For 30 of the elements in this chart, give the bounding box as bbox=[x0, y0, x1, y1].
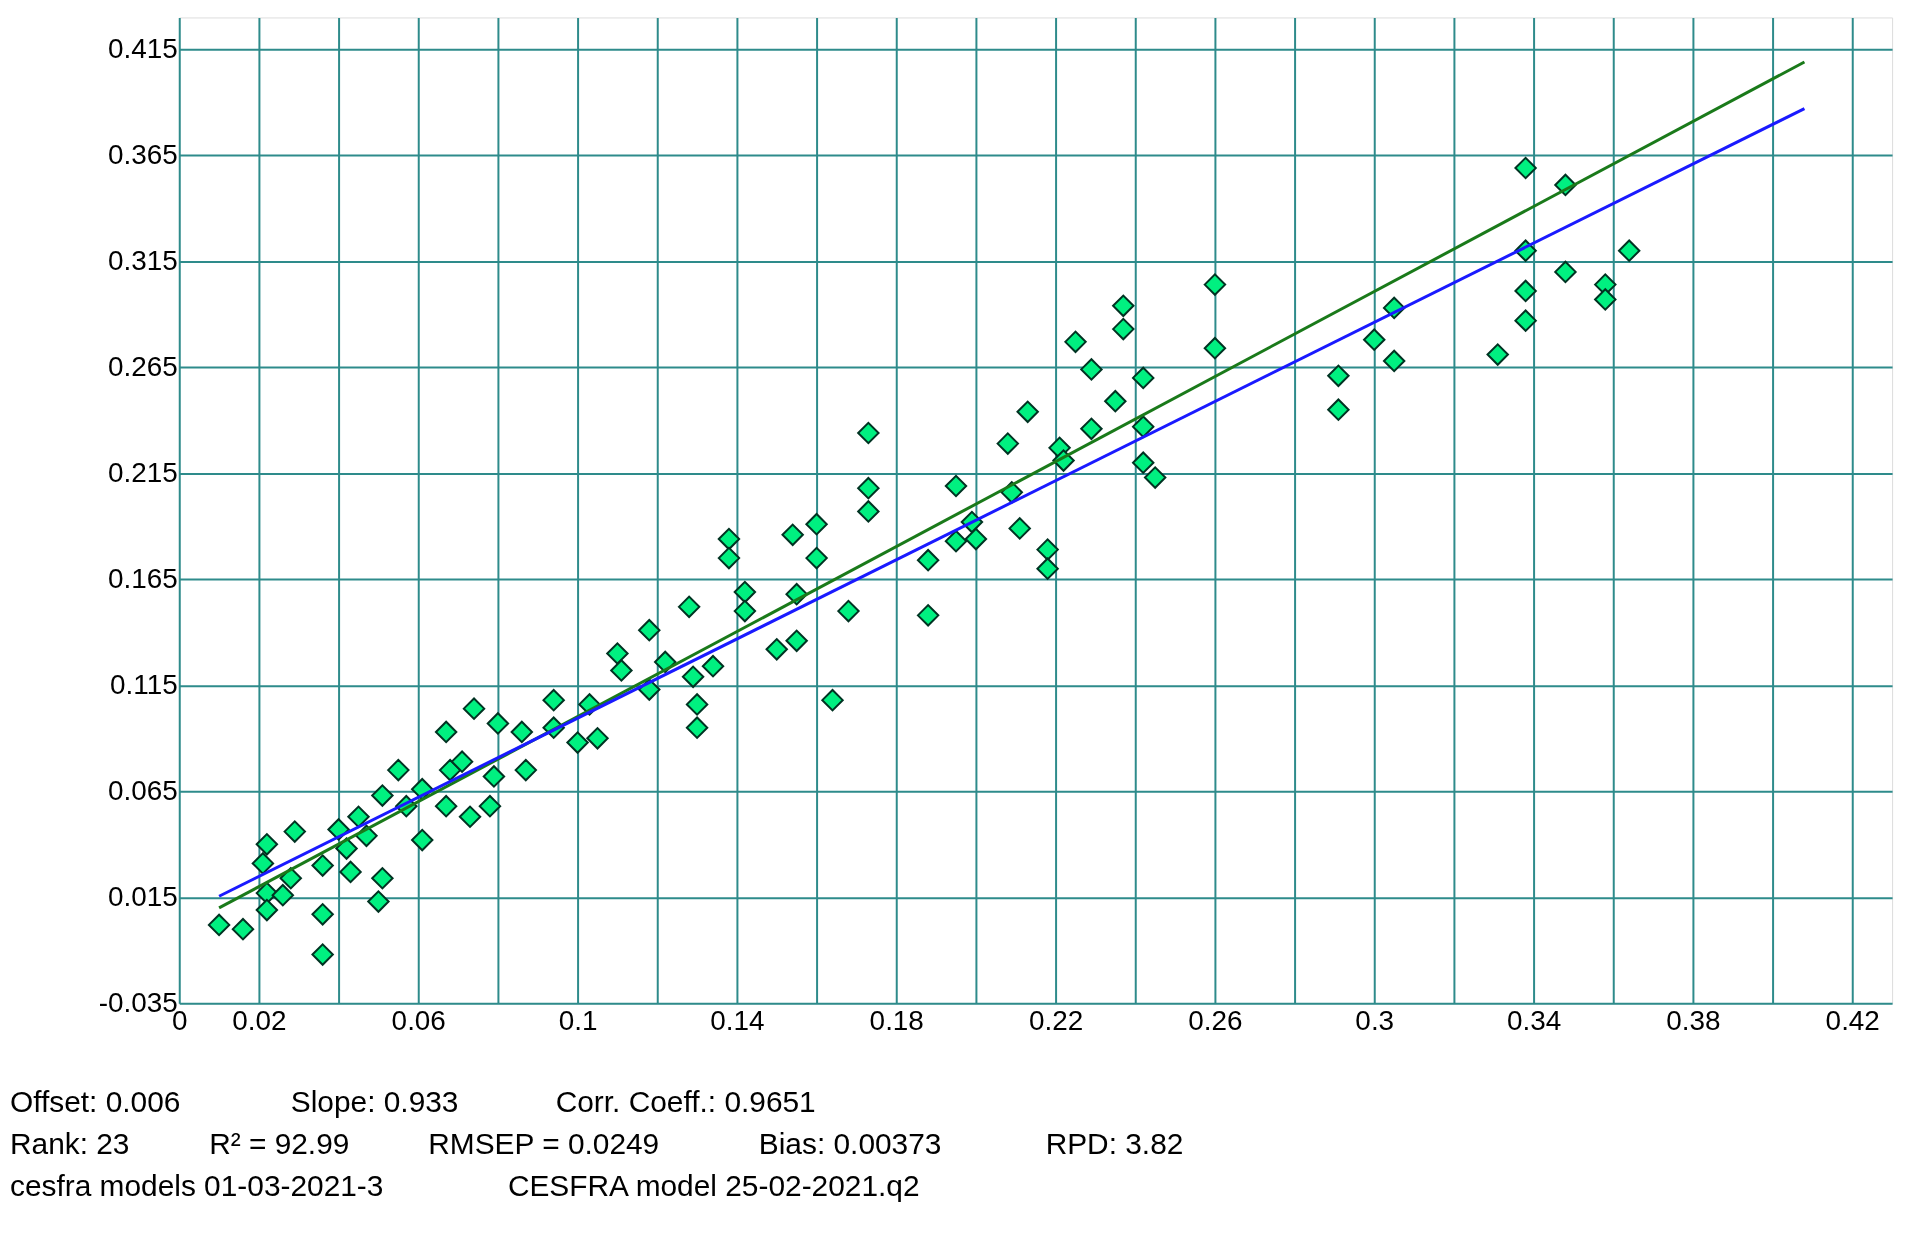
text: cesfra models 01-03-2021-3 bbox=[9, 1168, 384, 1202]
x-tick-label: 0.06 bbox=[391, 1004, 446, 1036]
x-tick-label: 0.14 bbox=[710, 1004, 765, 1036]
text: CESFRA model 25-02-2021.q2 bbox=[507, 1168, 920, 1202]
y-tick-label: 0.115 bbox=[110, 668, 178, 700]
text: Rank: 23 bbox=[9, 1126, 130, 1160]
y-tick-label: 0.065 bbox=[107, 774, 178, 806]
y-tick-label: 0.315 bbox=[107, 244, 178, 276]
y-tick-label: 0.365 bbox=[107, 138, 178, 170]
text: RPD: 3.82 bbox=[1045, 1126, 1184, 1160]
x-tick-label: 0.18 bbox=[869, 1004, 924, 1036]
x-tick-label: 0.38 bbox=[1666, 1004, 1721, 1036]
text: Corr. Coeff.: 0.9651 bbox=[555, 1084, 816, 1118]
text: RMSEP = 0.0249 bbox=[428, 1126, 660, 1160]
text: R² = 92.99 bbox=[209, 1126, 350, 1160]
text: Offset: 0.006 bbox=[9, 1084, 181, 1118]
text: Bias: 0.00373 bbox=[758, 1126, 942, 1160]
x-tick-label: 0.02 bbox=[232, 1004, 287, 1036]
y-tick-label: 0.215 bbox=[107, 456, 178, 488]
x-tick-label: 0.22 bbox=[1028, 1004, 1084, 1036]
y-tick-label: 0.265 bbox=[107, 350, 178, 382]
x-tick-label: 0.26 bbox=[1188, 1004, 1243, 1036]
y-tick-label: 0.165 bbox=[107, 562, 178, 594]
y-tick-label: 0.415 bbox=[107, 32, 178, 64]
y-tick-label: 0.015 bbox=[107, 880, 178, 912]
x-tick-label: 0.42 bbox=[1825, 1004, 1880, 1036]
text: Slope: 0.933 bbox=[290, 1084, 459, 1118]
x-tick-label: 0.34 bbox=[1506, 1004, 1562, 1036]
x-tick-label: 0.1 bbox=[558, 1004, 598, 1036]
x-tick-label: 0.3 bbox=[1355, 1004, 1395, 1036]
